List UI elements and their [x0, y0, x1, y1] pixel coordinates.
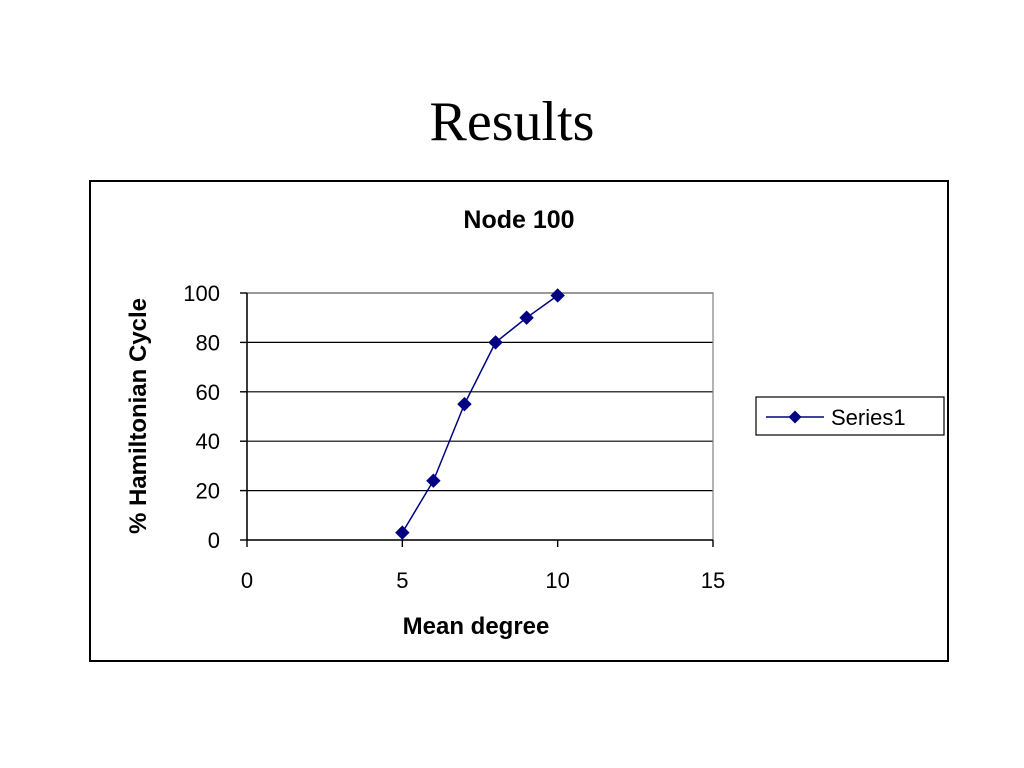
y-tick-label-60: 60	[196, 380, 220, 405]
chart-title: Node 100	[463, 206, 574, 234]
y-axis-ticks: 0 20 40 60 80 100	[183, 281, 247, 553]
data-point-9	[519, 310, 534, 325]
y-tick-label-20: 20	[196, 479, 220, 504]
data-point-7	[457, 396, 472, 412]
plot-area	[246, 292, 714, 541]
legend: Series1	[755, 396, 945, 436]
x-tick-label-10: 10	[545, 568, 569, 593]
gridlines	[247, 292, 713, 492]
chart-frame: Node 100 0 5 10 15 0 20 40 60 80 100 Mean degree…	[89, 180, 949, 662]
data-point-5	[395, 525, 410, 540]
legend-label-series1: Series1	[831, 405, 906, 430]
legend-box	[755, 396, 945, 436]
data-point-6	[426, 473, 441, 488]
x-axis-label: Mean degree	[403, 613, 550, 640]
legend-marker-sample	[788, 410, 802, 424]
chart: Node 100 0 5 10 15 0 20 40 60 80 100 Mean degree…	[125, 206, 945, 640]
y-tick-label-100: 100	[183, 281, 220, 306]
slide-title: Results	[429, 91, 595, 153]
data-point-10	[550, 288, 565, 303]
x-tick-label-5: 5	[396, 568, 408, 593]
series-line-0	[401, 294, 559, 533]
x-tick-label-15: 15	[701, 568, 725, 593]
y-tick-label-0: 0	[208, 528, 220, 553]
data-point-8	[488, 335, 503, 350]
x-axis-ticks: 0 5 10 15	[241, 540, 725, 593]
y-tick-label-40: 40	[196, 429, 220, 454]
y-axis-label: % Hamiltonian Cycle	[125, 298, 152, 534]
series-layer	[395, 288, 565, 540]
x-tick-label-0: 0	[241, 568, 253, 593]
y-tick-label-80: 80	[196, 330, 220, 355]
